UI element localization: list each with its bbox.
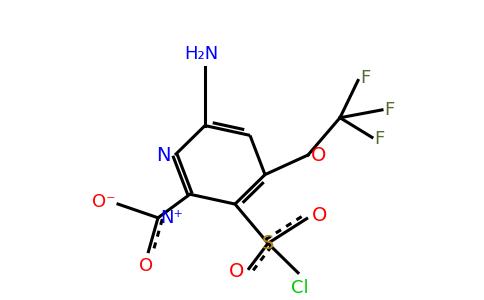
Text: F: F: [384, 101, 394, 119]
Text: S: S: [262, 234, 274, 253]
Text: H₂N: H₂N: [184, 45, 218, 63]
Text: O: O: [228, 262, 244, 281]
Text: F: F: [360, 70, 370, 88]
Text: O⁻: O⁻: [92, 193, 116, 211]
Text: N⁺: N⁺: [160, 209, 183, 227]
Text: N: N: [156, 146, 171, 164]
Text: O: O: [312, 206, 327, 225]
Text: O: O: [139, 257, 153, 275]
Text: F: F: [374, 130, 384, 148]
Text: Cl: Cl: [291, 279, 309, 297]
Text: O: O: [311, 146, 326, 164]
